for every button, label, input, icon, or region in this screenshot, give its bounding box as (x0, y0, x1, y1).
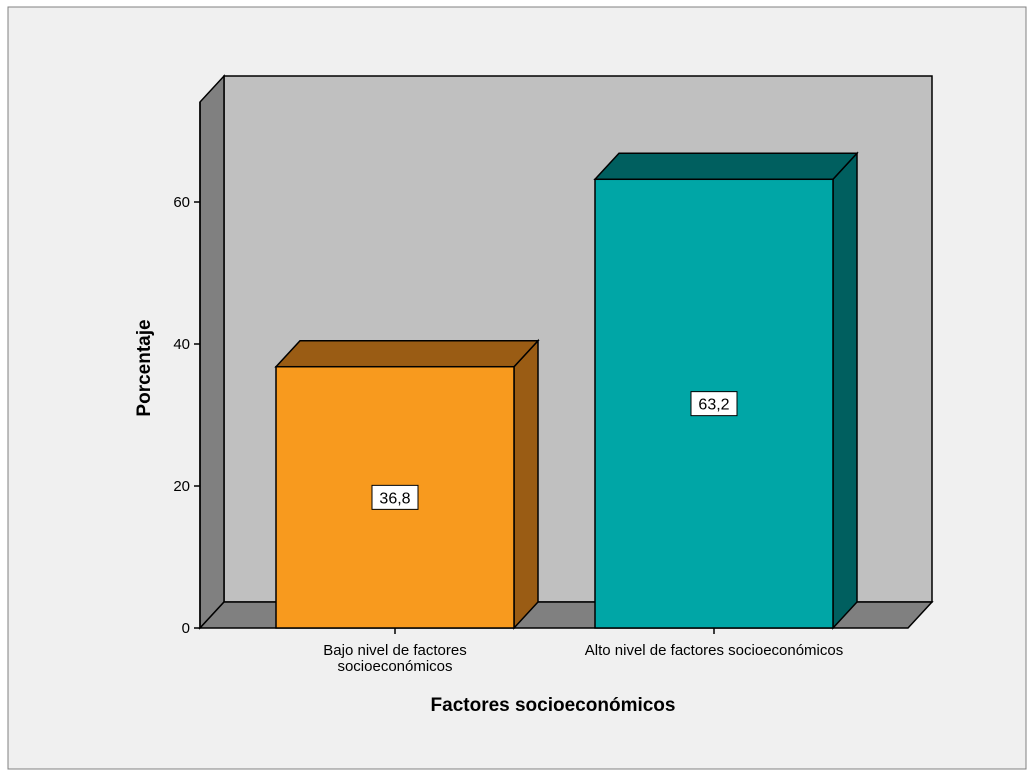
y-tick-label: 20 (173, 478, 190, 495)
y-axis: 0 20 40 60 (173, 102, 201, 637)
y-tick-label: 60 (173, 194, 190, 211)
bar-top (593, 152, 859, 181)
x-tick-label: Alto nivel de factores socioeconómicos (585, 642, 843, 659)
x-axis-label: Factores socioeconómicos (431, 695, 676, 716)
bars: 36,8 63,2 (274, 151, 859, 630)
bar: 63,2 (593, 151, 859, 630)
y-axis-label: Porcentaje (134, 319, 155, 416)
data-label-box (690, 391, 738, 417)
x-axis: Bajo nivel de factores socioeconómicos Alt… (323, 628, 843, 675)
side-wall (199, 74, 225, 630)
bar-top (274, 339, 540, 368)
y-tick-label: 40 (173, 336, 190, 353)
data-label: 36,8 (379, 490, 410, 507)
bar-side (513, 338, 539, 630)
x-tick-label: Bajo nivel de factores socioeconómicos (323, 642, 466, 675)
bar: 36,8 (274, 338, 540, 630)
bar-side (832, 151, 858, 630)
data-label-box (371, 484, 419, 510)
y-tick-label: 0 (182, 620, 190, 637)
data-label: 63,2 (698, 397, 729, 414)
